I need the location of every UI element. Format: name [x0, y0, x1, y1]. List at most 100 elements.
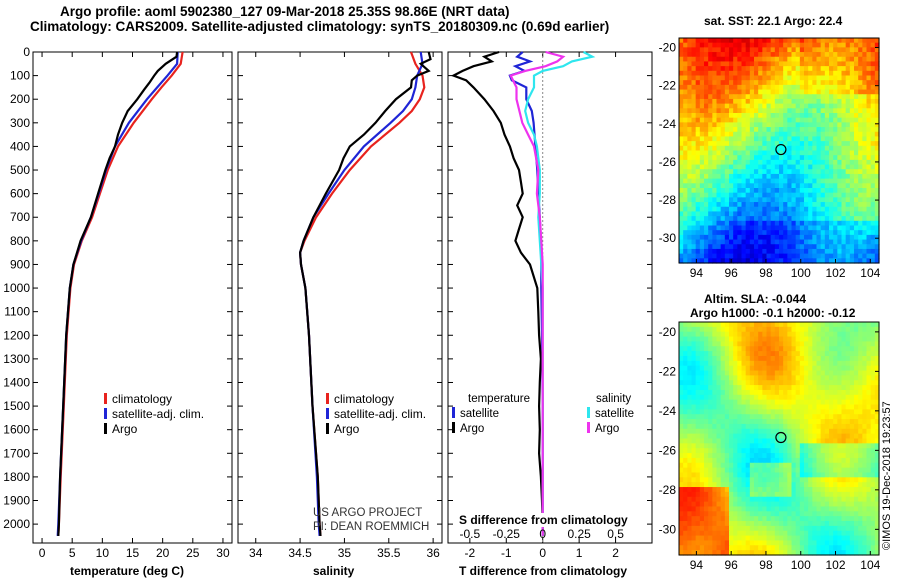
map-cell [691, 322, 697, 328]
map-cell [841, 355, 847, 362]
map-cell [766, 94, 772, 100]
map-cell [691, 331, 697, 338]
map-cell [762, 211, 768, 217]
map-cell [858, 169, 863, 175]
map-cell [870, 89, 876, 95]
map-cell [691, 202, 697, 208]
map-cell [766, 141, 772, 147]
map-cell [774, 365, 780, 372]
map-cell [791, 173, 797, 180]
map-cell [737, 211, 743, 217]
map-cell [745, 414, 751, 420]
map-cell [749, 380, 755, 386]
map-cell [733, 70, 738, 77]
map-cell [854, 178, 859, 184]
map-cell [770, 482, 776, 488]
map-cell [791, 258, 797, 264]
map-cell [783, 188, 788, 194]
map-cell [799, 234, 805, 241]
map-cell [791, 331, 797, 338]
map-cell [770, 178, 776, 184]
map-cell [783, 239, 788, 245]
map-cell [774, 80, 780, 86]
map-cell [779, 178, 784, 184]
map-cell [812, 211, 818, 217]
map-cell [779, 545, 784, 551]
map-cell [804, 419, 809, 425]
map-cell [691, 145, 697, 152]
map-cell [683, 42, 688, 48]
map-cell [720, 525, 726, 532]
map-cell [683, 365, 688, 372]
map-cell [687, 127, 693, 133]
map-cell [766, 438, 772, 444]
map-cell [729, 375, 734, 381]
map-cell [691, 428, 697, 435]
map-cell [749, 550, 755, 556]
map-cell [687, 103, 693, 109]
map-cell [699, 188, 705, 194]
map-cell [749, 530, 755, 537]
legend-swatch [587, 422, 590, 433]
map-cell [741, 453, 747, 459]
sla-map-frame [678, 321, 880, 556]
map-cell [695, 108, 701, 114]
map-cell [816, 103, 822, 109]
map-cell [758, 375, 763, 381]
map-cell [870, 389, 876, 396]
map-cell [708, 94, 713, 100]
map-cell [687, 433, 693, 440]
map-cell [779, 84, 784, 91]
map-cell [745, 216, 751, 222]
map-cell [716, 188, 722, 194]
legend-heading: salinity [596, 393, 632, 405]
map-cell [837, 103, 843, 109]
map-cell [720, 351, 726, 357]
map-cell [866, 506, 872, 512]
legend-heading: temperature [468, 393, 531, 405]
map-cell [820, 326, 826, 333]
map-cell [699, 351, 705, 357]
map-cell [770, 487, 776, 493]
map-cell [791, 56, 797, 63]
map-cell [787, 414, 793, 420]
map-cell [733, 351, 738, 357]
map-cell [854, 258, 859, 264]
map-cell [716, 355, 722, 362]
map-cell [691, 169, 697, 175]
map-cell [762, 84, 768, 91]
legend-label: satellite-adj. clim. [334, 407, 427, 421]
map-cell [874, 399, 880, 406]
map-cell [783, 448, 788, 454]
map-cell [862, 248, 868, 255]
legend-item-t-satellite: satellite [452, 407, 514, 422]
map-cell [712, 84, 718, 91]
map-cell [858, 380, 863, 386]
map-cell [737, 253, 743, 259]
map-cell [699, 38, 705, 44]
map-cell [754, 467, 759, 474]
map-cell [791, 127, 797, 133]
map-cell [820, 70, 826, 77]
map-cell [758, 239, 763, 245]
map-cell [712, 230, 718, 236]
map-cell [691, 188, 697, 194]
map-cell [833, 467, 838, 474]
y-tick-label: 400 [10, 139, 30, 153]
map-cell [733, 258, 738, 264]
map-cell [820, 239, 826, 245]
map-cell [766, 216, 772, 222]
map-cell [854, 385, 859, 391]
map-cell [791, 530, 797, 537]
map-cell [754, 346, 759, 352]
map-cell [829, 467, 834, 474]
map-cell [837, 360, 843, 367]
map-cell [829, 197, 834, 203]
map-cell [787, 145, 793, 152]
map-cell [712, 370, 718, 376]
map-cell [737, 84, 743, 91]
map-cell [866, 70, 872, 77]
map-cell [695, 216, 701, 222]
map-cell [837, 89, 843, 95]
map-cell [770, 438, 776, 444]
